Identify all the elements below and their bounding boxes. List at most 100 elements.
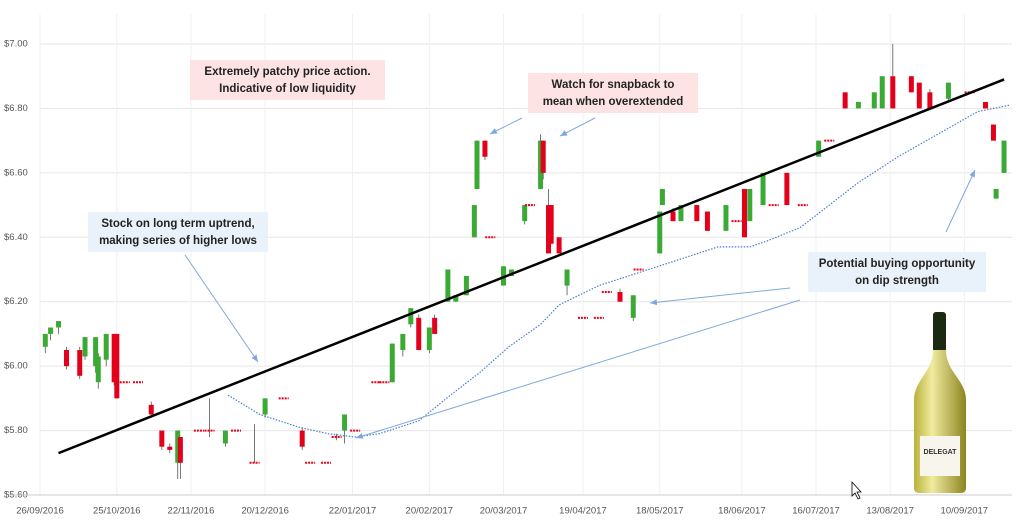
bottle-label <box>920 436 960 476</box>
annotation: Stock on long term uptrend, making series… <box>88 212 268 252</box>
candle-body <box>167 446 173 450</box>
x-tick-label: 20/02/2017 <box>406 506 454 517</box>
candle-body <box>474 140 480 189</box>
candle-body <box>1001 140 1007 173</box>
candle-body <box>114 333 120 399</box>
candle-body <box>299 430 305 447</box>
candle-body <box>694 205 700 222</box>
x-tick-label: 18/05/2017 <box>636 506 684 517</box>
candle-body <box>342 414 348 431</box>
candle-body <box>816 140 822 157</box>
candle-body <box>630 295 636 318</box>
y-tick-label: $6.60 <box>4 167 28 178</box>
candle-body <box>177 437 183 463</box>
candle-body <box>482 140 488 157</box>
candle-body <box>556 237 562 254</box>
candle-body <box>704 211 710 231</box>
candle-body <box>945 82 951 99</box>
candle-body <box>993 188 999 199</box>
candle-body <box>77 350 83 376</box>
annotation-box <box>88 212 268 252</box>
annotation-text: Extremely patchy price action. <box>204 66 370 78</box>
x-tick-label: 18/06/2017 <box>718 506 766 517</box>
candle-body <box>546 205 552 254</box>
annotation-text: Potential buying opportunity <box>819 258 976 270</box>
annotation-box <box>528 73 698 113</box>
wine-bottle: DELEGAT <box>914 312 966 493</box>
candle-body <box>63 350 69 367</box>
candle-body <box>538 140 544 189</box>
candle-body <box>453 295 459 302</box>
candle-body <box>564 269 570 286</box>
candle-body <box>855 101 861 109</box>
candle-body <box>175 430 181 463</box>
candle-body <box>522 205 528 222</box>
x-tick-label: 19/04/2017 <box>559 506 607 517</box>
x-tick-label: 13/08/2017 <box>866 506 914 517</box>
annotation: Watch for snapback to mean when overexten… <box>528 73 698 113</box>
candle-body <box>927 92 933 109</box>
candle-body <box>56 321 62 328</box>
candle-body <box>93 337 99 367</box>
annotation-box <box>190 60 385 100</box>
trendline <box>58 78 1005 455</box>
candle-body <box>540 140 546 173</box>
arrow <box>649 287 791 306</box>
candle-body <box>879 76 885 109</box>
candle-body <box>657 211 663 254</box>
arrow <box>184 254 259 363</box>
annotation-text: mean when overextended <box>543 96 684 108</box>
candle-body <box>103 333 109 360</box>
candle-body <box>48 327 54 334</box>
candle-body <box>842 92 848 109</box>
candle-body <box>222 430 228 444</box>
candle-body <box>111 333 117 383</box>
candle-body <box>983 101 989 109</box>
x-tick-label: 10/09/2017 <box>941 506 989 517</box>
x-tick-label: 16/07/2017 <box>792 506 840 517</box>
bottle-text: DELEGAT <box>924 449 958 456</box>
candle-body <box>871 92 877 109</box>
candle-body <box>670 211 676 222</box>
candle-body <box>916 82 922 109</box>
x-tick-label: 22/11/2016 <box>168 506 215 517</box>
y-tick-label: $7.00 <box>4 39 28 50</box>
candle-body <box>760 172 766 206</box>
candle-body <box>784 172 790 206</box>
candle-body <box>159 430 165 447</box>
y-tick-label: $6.40 <box>4 232 28 243</box>
x-tick-label: 20/03/2017 <box>480 506 528 517</box>
cursor <box>851 480 862 500</box>
annotation-box <box>808 252 986 292</box>
candle-body <box>723 205 729 231</box>
moving-average <box>227 104 1010 438</box>
bottle-neck <box>933 312 946 352</box>
y-tick-label: $5.80 <box>4 425 28 436</box>
candle-body <box>148 404 154 415</box>
candle-body <box>463 275 469 296</box>
x-tick-label: 22/01/2017 <box>329 506 377 517</box>
candle-body <box>408 308 414 325</box>
candle-body <box>890 76 896 109</box>
candle-body <box>617 292 623 302</box>
arrow <box>945 169 976 233</box>
candle-body <box>471 205 477 238</box>
x-tick-label: 20/12/2016 <box>241 506 289 517</box>
candle-body <box>95 356 101 383</box>
candle-body <box>908 76 914 93</box>
annotation-text: Indicative of low liquidity <box>219 83 356 95</box>
candle-body <box>678 205 684 222</box>
arrows <box>184 117 976 439</box>
annotation-text: Stock on long term uptrend, <box>101 218 254 230</box>
candle-body <box>990 124 996 141</box>
candle-body <box>426 327 432 351</box>
annotation: Potential buying opportunity on dip stren… <box>808 252 986 292</box>
y-tick-label: $6.20 <box>4 296 28 307</box>
candle-body <box>389 343 395 383</box>
candle-body <box>262 398 268 415</box>
arrow <box>559 117 596 137</box>
y-tick-label: $6.80 <box>4 103 28 114</box>
candle-body <box>416 317 422 351</box>
x-tick-label: 26/09/2016 <box>16 506 64 517</box>
